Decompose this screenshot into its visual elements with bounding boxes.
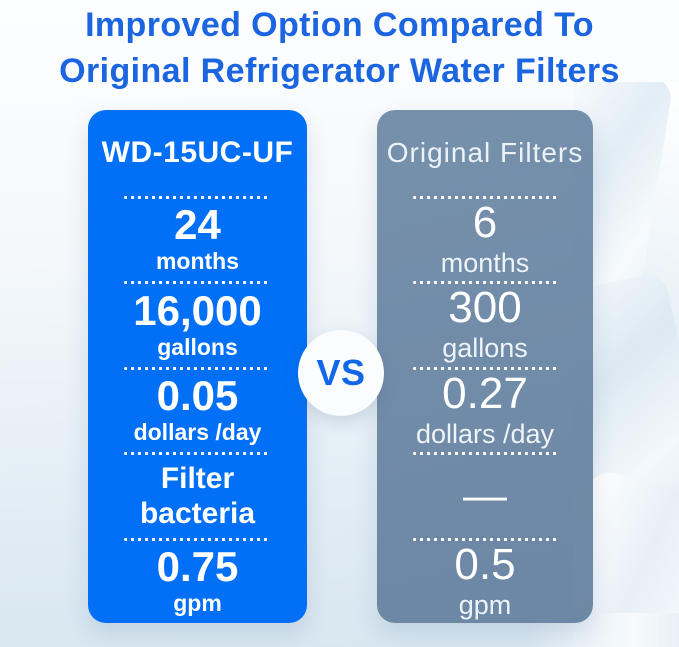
dotted-divider (124, 366, 271, 370)
capacity-value: 16,000 (133, 286, 262, 334)
dotted-divider (124, 281, 271, 285)
original-card-title: Original Filters (386, 137, 584, 168)
flow-rate-value: 0.75 (156, 543, 239, 591)
dotted-divider (412, 196, 558, 199)
dotted-divider (124, 537, 271, 541)
cost-row: 0.27 dollars /day (377, 370, 593, 452)
dotted-divider (412, 452, 558, 456)
cost-value: 0.27 (442, 368, 528, 418)
bacteria-row: Filter bacteria (88, 455, 307, 537)
headline-line2: Original Refrigerator Water Filters (59, 52, 620, 90)
wd-card-title: WD-15UC-UF (101, 136, 294, 169)
capacity-unit: gallons (442, 333, 528, 364)
dotted-divider (124, 452, 271, 456)
vs-badge: VS (298, 330, 384, 416)
dotted-divider (412, 366, 558, 370)
dotted-divider (124, 196, 271, 199)
wd-15uc-uf-card: WD-15UC-UF 24 months 16,000 gallons 0.05… (88, 110, 307, 623)
bacteria-value: Filter bacteria (139, 462, 256, 531)
capacity-row: 16,000 gallons (88, 284, 307, 366)
flow-rate-unit: gpm (458, 589, 512, 620)
lifespan-unit: months (155, 248, 240, 275)
flow-rate-value: 0.5 (454, 539, 516, 589)
original-filters-card: Original Filters 6 months 300 gallons 0.… (377, 110, 593, 623)
lifespan-value: 6 (472, 198, 498, 248)
flow-rate-row: 0.75 gpm (88, 541, 307, 623)
cost-unit: dollars /day (133, 419, 262, 446)
capacity-value: 300 (448, 283, 522, 333)
lifespan-row: 6 months (377, 199, 593, 281)
dotted-divider (412, 281, 558, 285)
cost-value: 0.05 (156, 372, 239, 420)
cost-row: 0.05 dollars /day (88, 370, 307, 452)
vs-label: VS (316, 352, 366, 393)
lifespan-row: 24 months (88, 199, 307, 281)
cost-unit: dollars /day (415, 418, 555, 449)
dotted-divider (412, 537, 558, 541)
lifespan-unit: months (440, 247, 530, 278)
capacity-row: 300 gallons (377, 284, 593, 366)
headline-line1: Improved Option Compared To (85, 6, 594, 44)
headline: Improved Option Compared To Original Ref… (0, 2, 679, 94)
bacteria-none-dash: — (463, 470, 507, 520)
bacteria-row: — (377, 455, 593, 537)
flow-rate-unit: gpm (173, 589, 222, 616)
lifespan-value: 24 (174, 201, 221, 249)
flow-rate-row: 0.5 gpm (377, 541, 593, 623)
capacity-unit: gallons (157, 333, 238, 360)
